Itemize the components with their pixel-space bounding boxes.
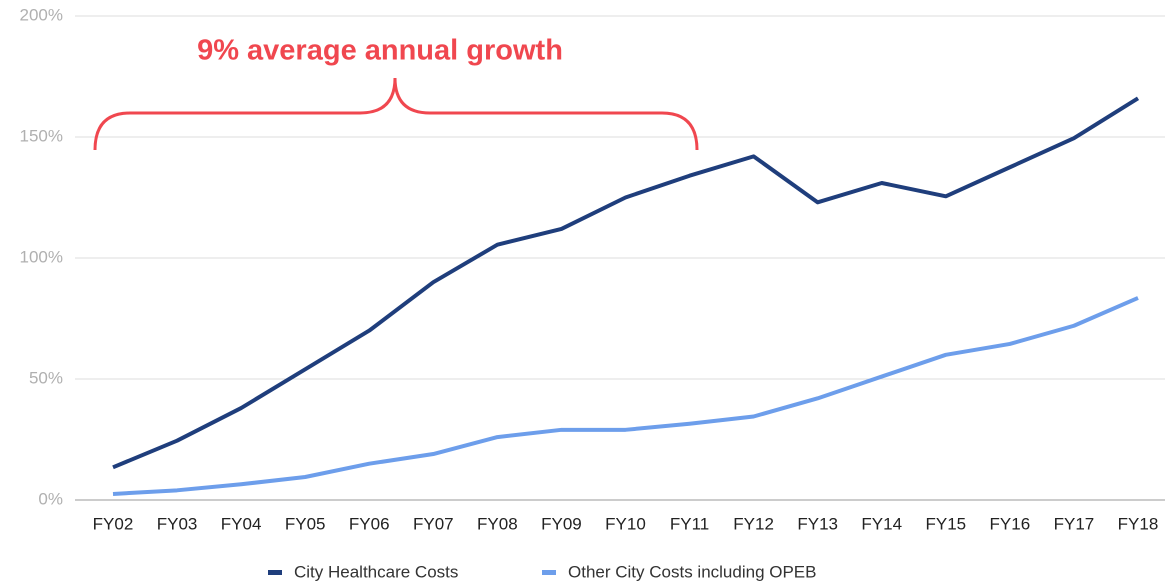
x-tick-label: FY02 [93,514,134,533]
x-tick-label: FY06 [349,514,390,533]
annotation: 9% average annual growth [197,35,563,67]
legend-label: Other City Costs including OPEB [568,562,816,581]
y-tick-label: 150% [20,126,63,145]
x-tick-label: FY07 [413,514,454,533]
legend-swatch [542,570,556,575]
x-tick-label: FY12 [733,514,774,533]
y-tick-label: 0% [38,489,63,508]
legend-label: City Healthcare Costs [294,562,458,581]
x-tick-label: FY08 [477,514,518,533]
x-tick-label: FY15 [925,514,966,533]
x-tick-label: FY11 [670,514,709,533]
x-tick-label: FY10 [605,514,646,533]
x-tick-label: FY05 [285,514,326,533]
annotation-bracket [93,77,699,151]
line-series [112,96,1140,470]
x-tick-label: FY04 [221,514,262,533]
x-tick-label: FY09 [541,514,582,533]
x-tick-label: FY14 [861,514,902,533]
x-tick-label: FY13 [797,514,838,533]
y-tick-label: 100% [20,247,63,266]
x-tick-label: FY16 [990,514,1031,533]
y-tick-label: 50% [29,368,63,387]
x-tick-label: FY03 [157,514,198,533]
x-tick-label: FY18 [1118,514,1159,533]
line-series [112,296,1139,496]
legend-swatch [268,570,282,575]
y-tick-label: 200% [20,5,63,24]
x-tick-label: FY17 [1054,514,1095,533]
